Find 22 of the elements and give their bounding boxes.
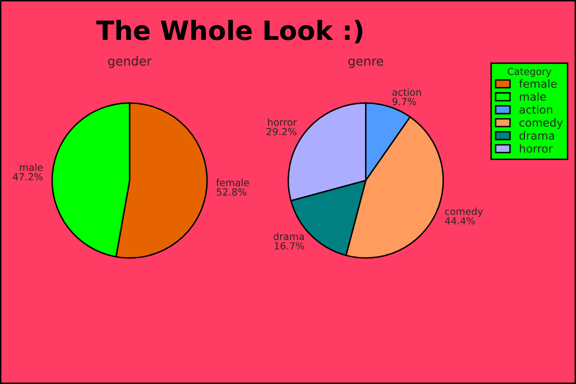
legend-title: Category [508, 68, 552, 78]
legend-label: action [520, 105, 552, 114]
chart-title: gender [108, 56, 152, 68]
chart-title: genre [348, 58, 384, 68]
slice-label: drama [274, 232, 304, 240]
slice-label: action [392, 88, 421, 96]
legend-label: female [519, 79, 557, 88]
slice-label: female [216, 178, 250, 186]
data-label: 16.7% [274, 242, 304, 250]
data-label: 29.2% [266, 128, 296, 136]
legend-label: horror [520, 144, 553, 153]
slice-label: horror [268, 118, 297, 126]
data-label: 44.4% [444, 217, 475, 224]
data-label: 52.8% [216, 188, 246, 196]
data-label: 47.2% [12, 173, 43, 180]
legend-label: male [520, 92, 546, 101]
legend-label: drama [520, 131, 554, 140]
legend-label: comedy [520, 118, 563, 129]
data-label: 9.7% [392, 98, 416, 106]
slice-label: comedy [445, 208, 483, 217]
text: The Whole Look :) [96, 20, 362, 44]
slice-label: male [20, 163, 43, 171]
